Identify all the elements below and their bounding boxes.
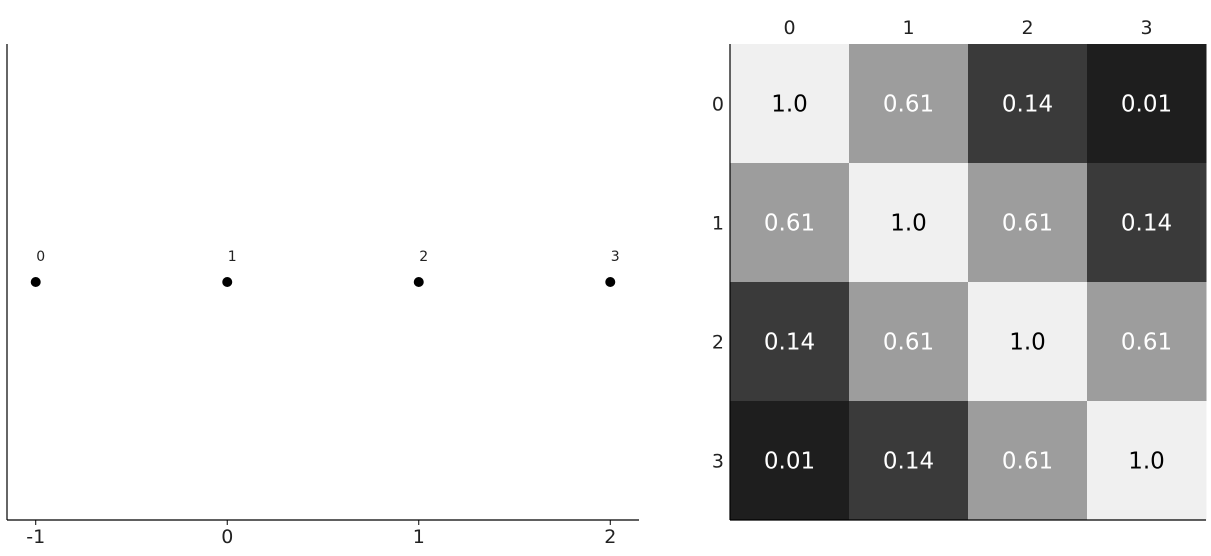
heatmap-cell — [730, 163, 850, 283]
heatmap-col-label: 0 — [783, 17, 795, 39]
heatmap-cell-value: 1.0 — [771, 92, 808, 118]
heatmap-cell — [849, 282, 969, 402]
heatmap-cell — [1087, 163, 1207, 283]
heatmap-row-label: 2 — [712, 332, 724, 354]
heatmap-cell-value: 0.61 — [883, 92, 934, 118]
heatmap-cell-value: 0.61 — [1121, 330, 1172, 356]
point-label: 2 — [419, 249, 428, 265]
heatmap-cell — [849, 44, 969, 164]
scatter-point — [413, 277, 424, 287]
heatmap-cell-value: 0.61 — [1002, 211, 1053, 237]
heatmap-cell-value: 0.61 — [1002, 449, 1053, 475]
heatmap-cell — [849, 163, 969, 283]
heatmap-cell-value: 0.61 — [883, 330, 934, 356]
heatmap-row-label: 3 — [712, 451, 724, 473]
heatmap-cell — [968, 44, 1088, 164]
heatmap-cell-value: 0.01 — [1121, 92, 1172, 118]
heatmap-cell — [1087, 44, 1207, 164]
heatmap-row-label: 0 — [712, 94, 724, 116]
scatter-point — [605, 277, 616, 287]
heatmap-cell-value: 0.14 — [1121, 211, 1172, 237]
heatmap-cell — [730, 44, 850, 164]
heatmap-panel: 1.0 0.61 0.14 0.01 0.61 1.0 0.61 0.14 0.14 0.61 1.… — [712, 17, 1207, 521]
heatmap-cell-value: 1.0 — [1128, 449, 1165, 475]
heatmap-cell-value: 0.14 — [764, 330, 815, 356]
heatmap-cell — [730, 401, 850, 521]
heatmap-cell — [1087, 401, 1207, 521]
heatmap-cell — [968, 282, 1088, 402]
point-label: 1 — [228, 249, 237, 265]
heatmap-cell — [968, 163, 1088, 283]
heatmap-cell — [1087, 282, 1207, 402]
x-tick-label: -1 — [26, 526, 45, 548]
heatmap-cell — [968, 401, 1088, 521]
heatmap-row-label: 1 — [712, 213, 724, 235]
x-tick-label: 2 — [604, 526, 616, 548]
heatmap-cell-value: 1.0 — [1009, 330, 1046, 356]
x-tick-label: 0 — [221, 526, 233, 548]
scatter-panel: -1 0 1 2 0 1 2 3 — [6, 44, 639, 548]
scatter-point — [222, 277, 233, 287]
heatmap-cell-value: 0.61 — [764, 211, 815, 237]
heatmap-col-label: 3 — [1140, 17, 1152, 39]
heatmap-cell-value: 0.01 — [764, 449, 815, 475]
heatmap-cell-value: 0.14 — [883, 449, 934, 475]
heatmap-cell-value: 1.0 — [890, 211, 927, 237]
heatmap-col-label: 2 — [1021, 17, 1033, 39]
heatmap-cell — [730, 282, 850, 402]
heatmap-cell — [849, 401, 969, 521]
point-label: 3 — [611, 249, 620, 265]
scatter-point — [30, 277, 41, 287]
x-tick-label: 1 — [413, 526, 425, 548]
point-label: 0 — [36, 249, 45, 265]
heatmap-cell-value: 0.14 — [1002, 92, 1053, 118]
heatmap-col-label: 1 — [902, 17, 914, 39]
